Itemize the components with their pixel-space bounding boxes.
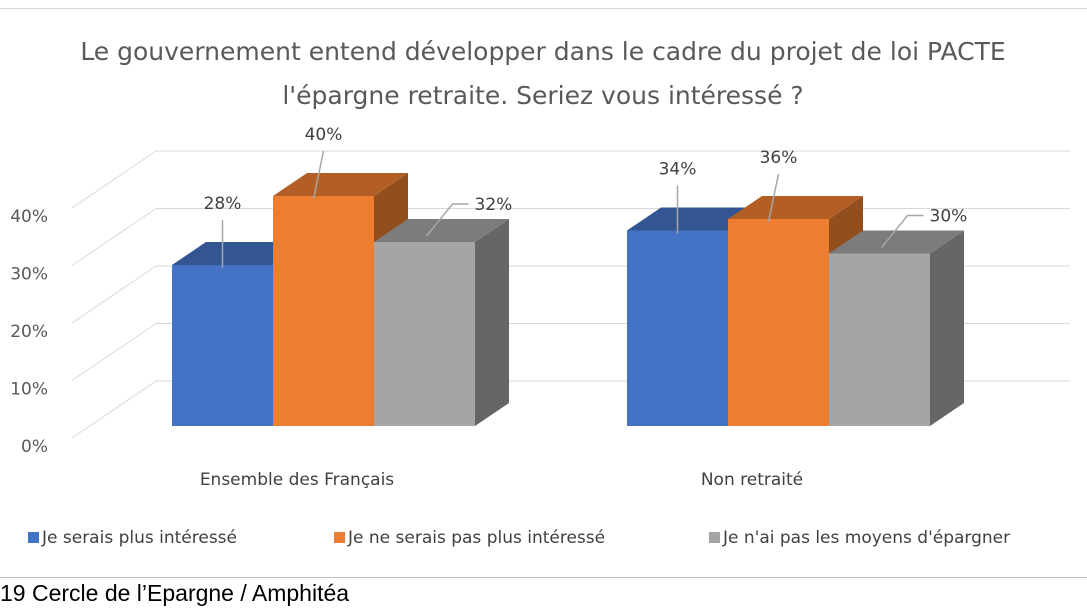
leader-line (425, 203, 469, 237)
bar-front (273, 196, 374, 426)
leader-line (312, 150, 325, 200)
bar: 32% (374, 195, 512, 426)
bar-front (374, 242, 475, 426)
bar-front (728, 219, 829, 426)
chart-title: Le gouvernement entend développer dans l… (80, 37, 1005, 110)
source-caption: 19 Cercle de l’Epargne / Amphitéa (0, 580, 350, 606)
bars: 28% 34% 40% 36% 32% 30% (172, 125, 967, 426)
bar-front (172, 265, 273, 426)
data-label: 30% (930, 207, 968, 227)
legend-item: Je serais plus intéressé (28, 528, 237, 548)
legend-item: Je n'ai pas les moyens d'épargner (709, 528, 1010, 548)
legend-item: Je ne serais pas plus intéressé (334, 528, 605, 548)
bar-top (374, 219, 509, 242)
data-label: 40% (305, 125, 343, 145)
bar-top (829, 230, 964, 254)
category-label: Non retraité (701, 470, 803, 490)
bottom-rule (0, 577, 1087, 578)
leader-line (880, 214, 924, 248)
gridline-diagonal (71, 265, 157, 324)
y-axis: 0% 10% 20% 30% 40% (10, 207, 48, 457)
legend: Je serais plus intéressé Je ne serais pas… (28, 528, 1010, 548)
legend-label: Je ne serais pas plus intéressé (347, 528, 605, 548)
data-label: 36% (760, 148, 798, 168)
leader-line (767, 173, 780, 223)
bar-side (930, 230, 964, 426)
bar-top (728, 196, 863, 219)
category-axis: Ensemble des Français Non retraité (200, 470, 803, 490)
chart: Le gouvernement entend développer dans l… (10, 37, 1070, 548)
y-tick-label: 30% (10, 265, 48, 285)
data-label: 28% (204, 194, 242, 214)
y-tick-label: 40% (10, 207, 48, 227)
y-tick-label: 20% (10, 322, 48, 342)
bar-front (829, 253, 930, 426)
gridline-diagonal (71, 323, 157, 381)
chart-title-line-2: l'épargne retraite. Seriez vous intéress… (282, 81, 803, 110)
legend-swatch (709, 532, 720, 543)
legend-label: Je serais plus intéressé (41, 528, 237, 548)
legend-swatch (334, 532, 345, 543)
legend-label: Je n'ai pas les moyens d'épargner (722, 528, 1010, 548)
bar-front (627, 230, 728, 426)
category-label: Ensemble des Français (200, 470, 394, 490)
top-rule (0, 8, 1087, 9)
bar-top (273, 173, 408, 196)
bar-side (475, 219, 509, 426)
y-tick-label: 10% (10, 380, 48, 400)
gridline-diagonal (71, 150, 157, 209)
chart-title-line-1: Le gouvernement entend développer dans l… (80, 37, 1005, 66)
bar: 30% (829, 207, 968, 426)
y-tick-label: 0% (21, 437, 48, 457)
legend-swatch (28, 532, 39, 543)
gridline-diagonal (71, 208, 157, 266)
data-label: 34% (659, 160, 697, 180)
data-label: 32% (475, 195, 513, 215)
gridline-diagonal (71, 380, 157, 439)
